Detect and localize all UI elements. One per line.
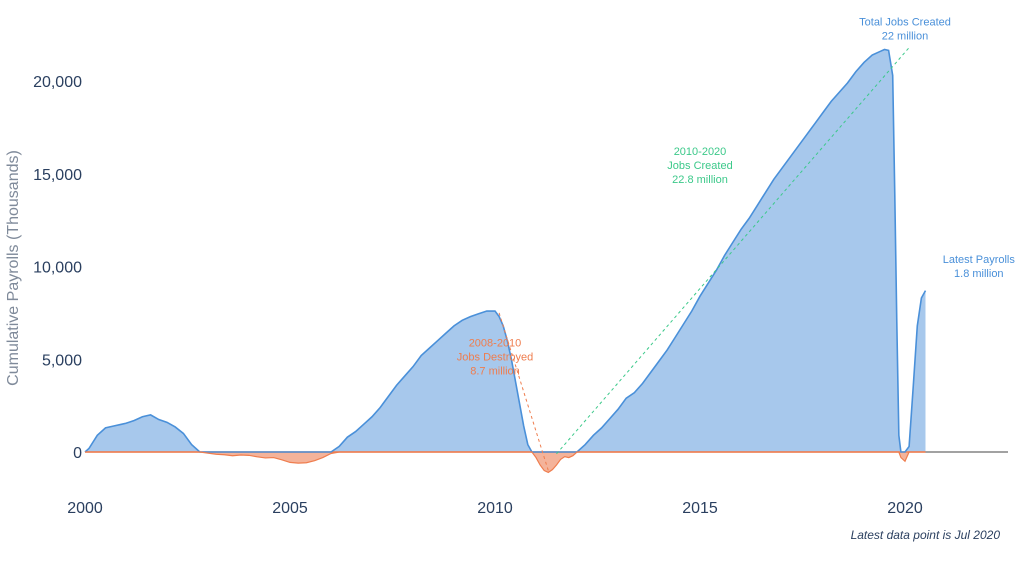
positive-area xyxy=(85,49,926,453)
annotation-line: 22.8 million xyxy=(672,174,728,186)
annotation-line: Jobs Destroyed xyxy=(457,351,533,363)
footnote: Latest data point is Jul 2020 xyxy=(851,528,1001,542)
x-tick-label: 2010 xyxy=(477,500,513,517)
negative-area xyxy=(85,452,926,473)
annotation-line: 2010-2020 xyxy=(674,146,727,158)
annotation-line: Total Jobs Created xyxy=(859,16,951,28)
negative-line xyxy=(85,451,926,474)
x-tick-label: 2020 xyxy=(887,500,923,517)
axis-layer: 0 5,000 10,000 15,000 20,000 2000 2005 2010 2015… xyxy=(33,74,923,517)
annotation-decade: 2010-2020 Jobs Created 22.8 million xyxy=(667,146,732,186)
annotation-line: Latest Payrolls xyxy=(943,254,1016,266)
positive-line xyxy=(84,48,927,453)
area-layer xyxy=(84,48,1008,474)
annotation-line: 1.8 million xyxy=(954,268,1004,280)
annotation-line: 8.7 million xyxy=(470,365,520,377)
y-tick-label: 0 xyxy=(73,445,82,462)
y-tick-label: 15,000 xyxy=(33,167,82,184)
annotation-destroyed: 2008-2010 Jobs Destroyed 8.7 million xyxy=(457,337,533,377)
annotations: Total Jobs Created 22 million 2010-2020 Job… xyxy=(457,16,1016,377)
y-tick-label: 20,000 xyxy=(33,74,82,91)
annotation-line: 2008-2010 xyxy=(469,337,522,349)
annotation-line: Jobs Created xyxy=(667,160,732,172)
y-tick-label: 10,000 xyxy=(33,260,82,277)
y-tick-label: 5,000 xyxy=(42,352,82,369)
annotation-line: 22 million xyxy=(882,30,928,42)
x-tick-label: 2005 xyxy=(272,500,308,517)
x-tick-label: 2000 xyxy=(67,500,103,517)
y-axis-label: Cumulative Payrolls (Thousands) xyxy=(5,150,22,386)
annotation-latest: Latest Payrolls 1.8 million xyxy=(943,254,1016,280)
x-tick-label: 2015 xyxy=(682,500,718,517)
annotation-total: Total Jobs Created 22 million xyxy=(859,16,951,42)
